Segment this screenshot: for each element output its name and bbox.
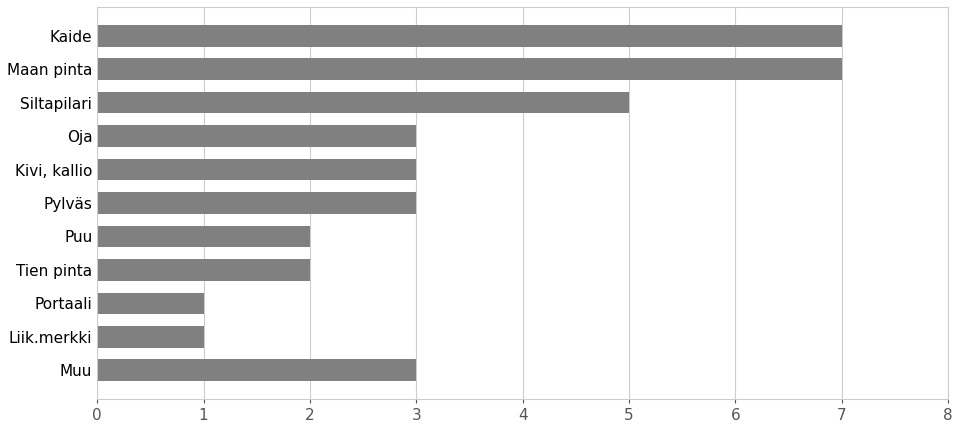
Bar <box>97 259 310 281</box>
Bar <box>97 359 417 381</box>
Bar <box>97 58 842 80</box>
Bar <box>97 226 310 247</box>
Bar <box>97 92 629 114</box>
Bar <box>97 192 417 214</box>
Bar <box>97 326 204 348</box>
Bar <box>97 292 204 314</box>
Bar <box>97 125 417 147</box>
Bar <box>97 159 417 181</box>
Bar <box>97 25 842 46</box>
